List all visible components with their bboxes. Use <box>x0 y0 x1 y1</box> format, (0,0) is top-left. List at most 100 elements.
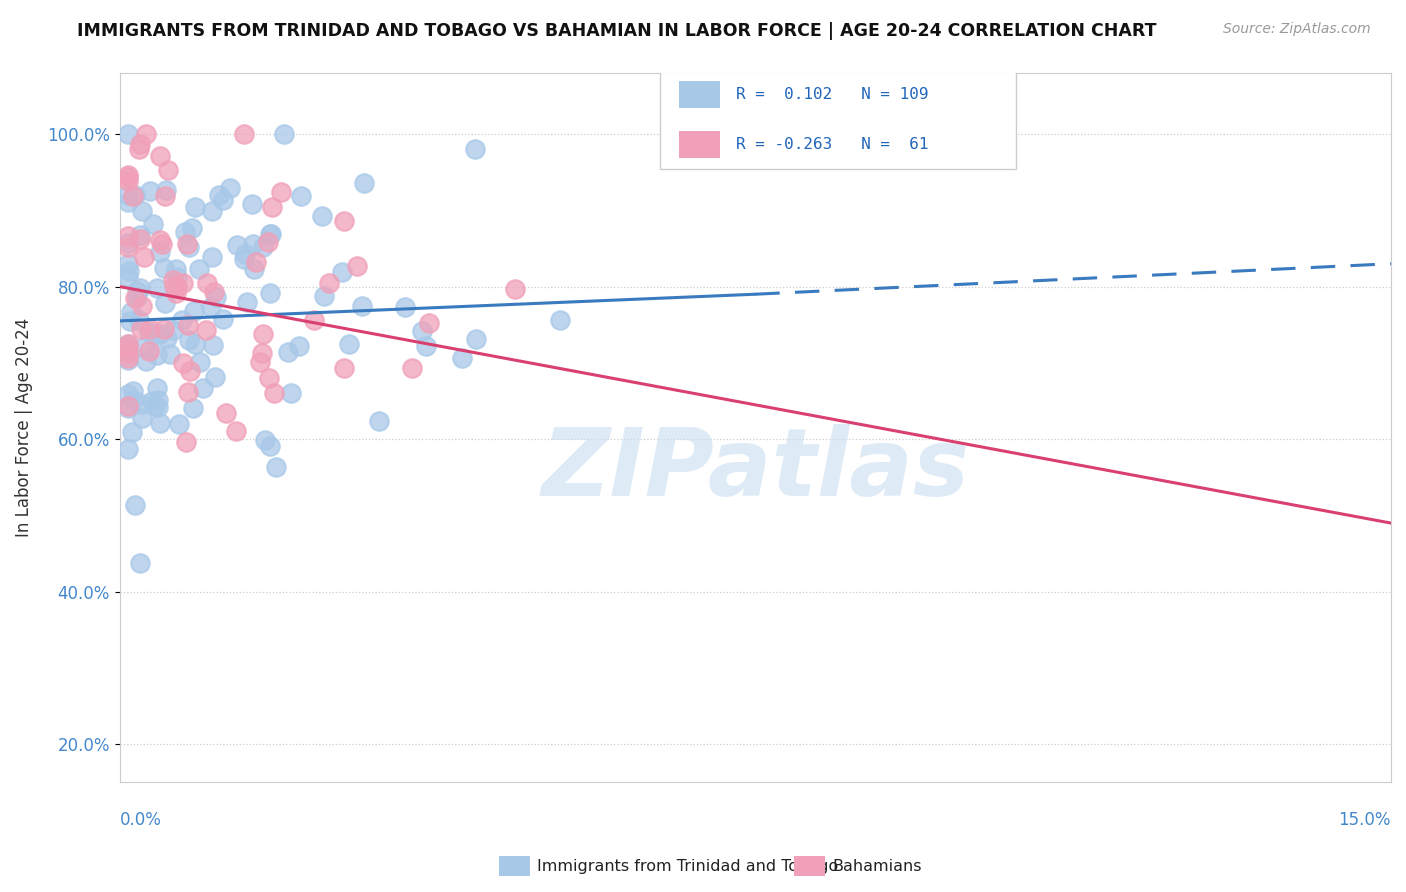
Text: 15.0%: 15.0% <box>1339 811 1391 829</box>
Point <box>135 354 157 368</box>
Point <box>505 282 527 296</box>
Point <box>121 392 143 407</box>
Point <box>166 269 188 284</box>
Point <box>346 259 368 273</box>
Point <box>117 343 139 358</box>
Text: R = -0.263   N =  61: R = -0.263 N = 61 <box>737 137 929 153</box>
Point <box>145 349 167 363</box>
Point <box>184 337 207 351</box>
Point <box>143 327 166 342</box>
Point <box>262 200 284 214</box>
Point <box>162 273 184 287</box>
Point <box>143 399 166 413</box>
Point <box>188 355 211 369</box>
Point <box>179 240 201 254</box>
Point <box>172 356 194 370</box>
Point <box>117 353 139 368</box>
Point <box>204 370 226 384</box>
Point <box>252 240 274 254</box>
Point <box>121 425 143 439</box>
Point <box>350 299 373 313</box>
Point <box>117 387 139 401</box>
Point <box>233 246 256 260</box>
Point <box>277 345 299 359</box>
Point <box>146 381 169 395</box>
Point <box>124 291 146 305</box>
Point <box>288 338 311 352</box>
Point <box>128 137 150 152</box>
Point <box>201 250 224 264</box>
Point <box>155 183 177 197</box>
Point <box>141 393 163 408</box>
Point <box>117 401 139 415</box>
Point <box>193 381 215 395</box>
Y-axis label: In Labor Force | Age 20-24: In Labor Force | Age 20-24 <box>15 318 32 537</box>
Point <box>120 314 142 328</box>
Point <box>215 406 238 420</box>
Point <box>254 433 277 447</box>
Point <box>135 127 157 141</box>
Point <box>233 127 256 141</box>
Point <box>163 279 186 293</box>
Point <box>149 326 172 341</box>
Point <box>252 326 274 341</box>
Point <box>138 322 160 336</box>
Point <box>353 176 375 190</box>
Point <box>264 460 287 475</box>
Point <box>117 127 139 141</box>
Point <box>120 305 142 319</box>
Point <box>259 286 281 301</box>
Point <box>259 439 281 453</box>
Point <box>290 189 312 203</box>
Point <box>202 338 225 352</box>
Point <box>332 214 354 228</box>
Text: ZIPatlas: ZIPatlas <box>541 425 969 516</box>
Point <box>149 149 172 163</box>
Point <box>180 221 202 235</box>
Point <box>159 347 181 361</box>
Point <box>131 411 153 425</box>
Point <box>270 185 292 199</box>
Point <box>153 189 176 203</box>
Point <box>165 262 187 277</box>
Point <box>153 322 176 336</box>
Point <box>117 174 139 188</box>
Point <box>418 317 440 331</box>
Point <box>311 209 333 223</box>
Point <box>150 237 173 252</box>
Point <box>117 442 139 457</box>
Point <box>174 434 197 449</box>
Point <box>129 322 152 336</box>
Point <box>172 276 194 290</box>
Point <box>124 188 146 202</box>
Point <box>145 281 167 295</box>
Point <box>259 227 281 241</box>
Point <box>202 285 225 300</box>
Point <box>249 355 271 369</box>
Point <box>208 188 231 202</box>
Bar <box>679 131 720 158</box>
Point <box>146 401 169 415</box>
Point <box>149 416 172 430</box>
Point <box>465 332 488 346</box>
Point <box>117 346 139 360</box>
Point <box>179 364 201 378</box>
Point <box>156 162 179 177</box>
Point <box>117 257 139 271</box>
Point <box>149 244 172 259</box>
Point <box>146 392 169 407</box>
Point <box>181 401 204 416</box>
Point <box>219 181 242 195</box>
Point <box>170 313 193 327</box>
Point <box>139 184 162 198</box>
Point <box>550 313 572 327</box>
Point <box>165 286 187 301</box>
Point <box>153 296 176 310</box>
Point <box>337 337 360 351</box>
Point <box>242 196 264 211</box>
Point <box>132 340 155 354</box>
Text: Bahamians: Bahamians <box>832 859 922 873</box>
Point <box>195 276 218 290</box>
Point <box>245 255 267 269</box>
Point <box>129 281 152 295</box>
